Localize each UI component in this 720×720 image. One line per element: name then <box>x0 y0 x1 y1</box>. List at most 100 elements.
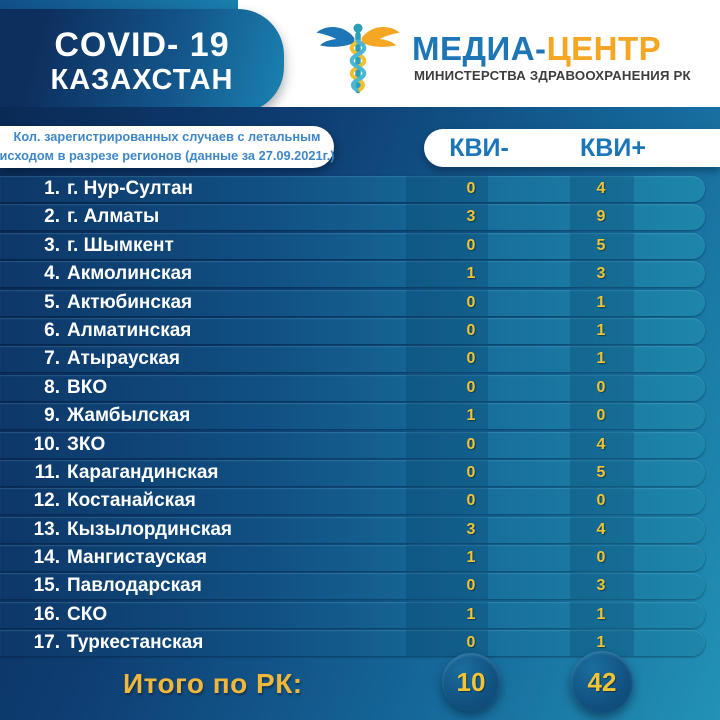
region-label: 3. г. Шымкент <box>26 233 174 259</box>
region-name: Карагандинская <box>67 461 219 483</box>
region-number: 8. <box>44 376 60 398</box>
kvi-minus-value: 0 <box>466 293 476 311</box>
region-name: Костанайская <box>67 490 196 512</box>
kvi-plus-value: 0 <box>596 492 606 510</box>
region-name: Акмолинская <box>67 263 193 285</box>
table-row: 4. Акмолинская 1 3 <box>0 261 705 288</box>
region-label: 10. ЗКО <box>26 432 106 458</box>
region-label: 7. Атырауская <box>26 346 180 372</box>
kvi-plus-value: 3 <box>596 577 606 595</box>
table-row: 5. Актюбинская 0 1 <box>0 289 705 316</box>
brand-name: МЕДИА-ЦЕНТР <box>412 30 661 68</box>
kvi-plus-value: 0 <box>596 549 606 567</box>
table-row: 16. СКО 1 1 <box>0 601 705 628</box>
top-accent-strip <box>0 0 238 10</box>
region-table: 1. г. Нур-Султан 0 4 2. г. Алматы 3 9 3. г.… <box>0 176 720 659</box>
kvi-minus-value: 1 <box>466 605 476 623</box>
kvi-minus-value: 3 <box>466 520 476 538</box>
region-label: 16. СКО <box>26 602 108 628</box>
kvi-minus-value: 0 <box>466 236 476 254</box>
kvi-minus-value: 1 <box>466 549 476 567</box>
kvi-plus-value: 0 <box>596 378 606 396</box>
kvi-plus-value: 1 <box>596 350 606 368</box>
kvi-plus-value: 4 <box>596 520 606 538</box>
region-number: 13. <box>33 518 60 540</box>
kvi-plus-value: 5 <box>596 463 606 481</box>
region-label: 17. Туркестанская <box>26 630 204 656</box>
table-row: 11. Карагандинская 0 5 <box>0 459 705 486</box>
region-label: 4. Акмолинская <box>26 261 192 287</box>
header-band: COVID- 19 КАЗАХСТАН МЕДИА-ЦЕНТР МИНИСТЕР… <box>0 0 720 113</box>
column-header-kvi-plus: КВИ+ <box>580 134 646 162</box>
region-label: 1. г. Нур-Султан <box>26 176 193 202</box>
note-line-2: исходом в разрезе регионов (данные за 27… <box>0 148 335 163</box>
kvi-minus-value: 0 <box>466 492 476 510</box>
region-name: ВКО <box>67 376 108 398</box>
region-number: 4. <box>44 263 60 285</box>
kvi-minus-value: 0 <box>466 180 476 197</box>
region-label: 6. Алматинская <box>26 318 191 344</box>
region-number: 7. <box>44 348 60 370</box>
caduceus-icon <box>316 23 400 94</box>
kvi-plus-value: 3 <box>596 265 606 283</box>
region-number: 1. <box>44 178 60 199</box>
region-name: г. Алматы <box>67 206 160 228</box>
region-number: 9. <box>44 405 60 427</box>
total-kvi-minus-value: 10 <box>456 666 486 697</box>
kvi-minus-value: 0 <box>466 378 476 396</box>
region-label: 8. ВКО <box>26 375 107 401</box>
table-row: 3. г. Шымкент 0 5 <box>0 232 705 259</box>
region-label: 14. Мангистауская <box>26 545 207 571</box>
region-name: СКО <box>67 603 108 625</box>
total-kvi-minus-circle: 10 <box>442 653 500 711</box>
region-number: 6. <box>44 319 60 341</box>
table-row: 13. Кызылординская 3 4 <box>0 516 705 543</box>
kvi-plus-value: 9 <box>596 208 606 226</box>
app-title: COVID- 19 <box>54 25 230 64</box>
table-row: 17. Туркестанская 0 1 <box>0 630 705 657</box>
region-number: 11. <box>34 461 60 483</box>
region-name: Мангистауская <box>67 547 207 569</box>
region-number: 3. <box>44 234 60 256</box>
region-label: 5. Актюбинская <box>26 290 192 316</box>
table-row: 12. Костанайская 0 0 <box>0 488 705 515</box>
kvi-minus-value: 0 <box>466 435 476 453</box>
covid-title-pill: COVID- 19 КАЗАХСТАН <box>0 9 284 113</box>
region-number: 10. <box>33 433 60 455</box>
kvi-plus-value: 1 <box>596 293 606 311</box>
kvi-plus-value: 5 <box>596 236 606 254</box>
kvi-minus-value: 3 <box>466 208 476 226</box>
column-header-kvi-minus: КВИ- <box>449 134 509 162</box>
region-name: Жамбылская <box>67 405 191 427</box>
table-row: 2. г. Алматы 3 9 <box>0 204 705 231</box>
kvi-plus-value: 1 <box>596 634 606 652</box>
country-title: КАЗАХСТАН <box>50 64 234 97</box>
brand-part-center: ЦЕНТР <box>546 30 662 67</box>
kvi-minus-value: 0 <box>466 463 476 481</box>
region-label: 15. Павлодарская <box>26 573 202 599</box>
region-number: 2. <box>44 206 60 228</box>
region-label: 13. Кызылординская <box>26 517 232 543</box>
table-row: 1. г. Нур-Султан 0 4 <box>0 176 705 202</box>
region-number: 14. <box>33 547 60 569</box>
region-name: г. Шымкент <box>67 234 174 256</box>
kvi-plus-value: 1 <box>596 321 606 339</box>
table-row: 15. Павлодарская 0 3 <box>0 573 705 600</box>
kvi-plus-value: 0 <box>596 407 606 425</box>
kvi-minus-value: 0 <box>466 321 476 339</box>
kvi-plus-value: 4 <box>596 435 606 453</box>
region-name: Павлодарская <box>67 575 202 597</box>
kvi-minus-value: 1 <box>466 265 476 283</box>
kvi-plus-value: 4 <box>596 180 606 197</box>
table-row: 8. ВКО 0 0 <box>0 374 705 401</box>
region-name: Туркестанская <box>67 632 204 654</box>
region-name: г. Нур-Султан <box>67 178 193 199</box>
total-kvi-plus-circle: 42 <box>571 651 633 713</box>
ministry-subtitle: МИНИСТЕРСТВА ЗДРАВООХРАНЕНИЯ РК <box>414 68 691 83</box>
note-line-1: Кол. зарегистрированных случаев с леталь… <box>13 129 321 145</box>
region-number: 15. <box>33 575 60 597</box>
table-row: 6. Алматинская 0 1 <box>0 317 705 344</box>
kvi-minus-value: 0 <box>466 350 476 368</box>
region-label: 11. Карагандинская <box>26 460 219 486</box>
